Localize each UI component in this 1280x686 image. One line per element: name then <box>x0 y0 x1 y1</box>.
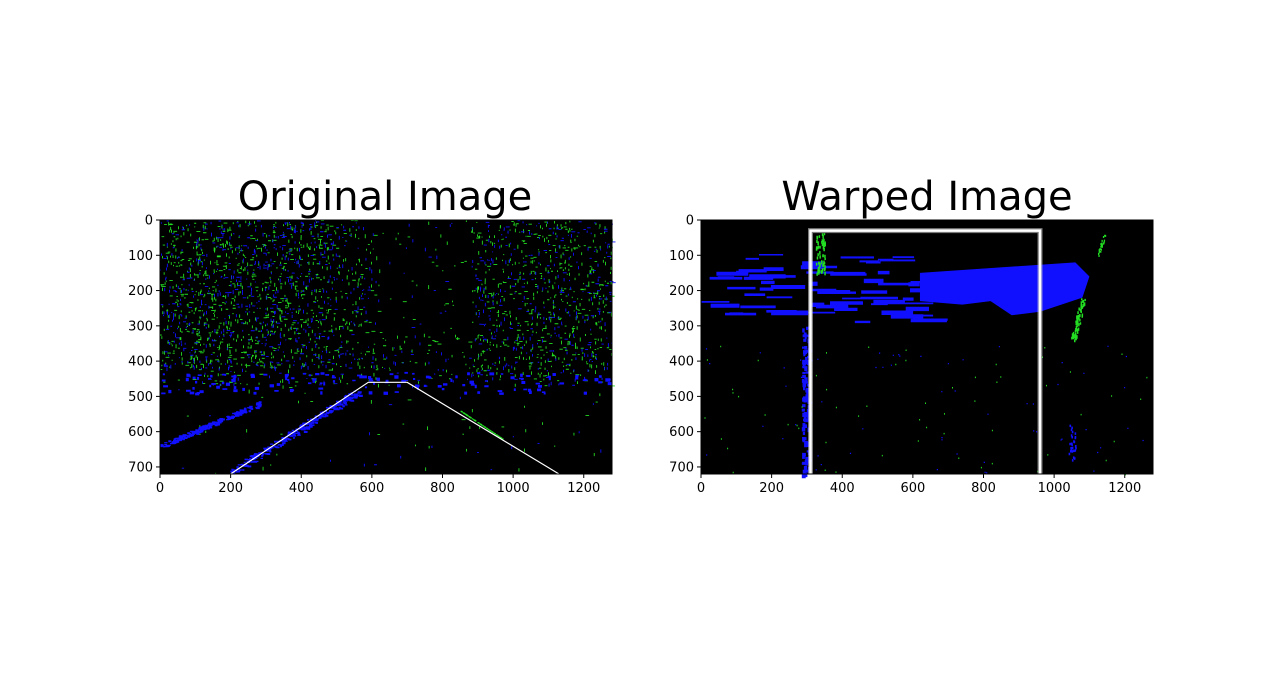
axes-frame <box>159 219 613 475</box>
x-tick-label: 800 <box>971 481 996 496</box>
x-tick-label: 1200 <box>567 481 600 496</box>
x-tick-label: 1000 <box>1038 481 1071 496</box>
y-tick-label: 300 <box>669 319 694 334</box>
panel-warped: Warped Image 0 200 400 600 800 1000 1200 0 100 2… <box>669 174 1154 496</box>
y-tick-label: 700 <box>669 460 694 475</box>
image-background <box>160 220 612 474</box>
panel-original: Original Image 0 200 400 600 800 1000 1200 0 10… <box>128 174 616 496</box>
y-tick-label: 600 <box>128 425 153 440</box>
y-tick-label: 200 <box>669 284 694 299</box>
y-axis-original: 0 100 200 300 400 500 600 700 <box>128 214 160 475</box>
x-tick-label: 200 <box>218 481 243 496</box>
warped-image-plot <box>701 219 1153 479</box>
warped-blue-region <box>919 262 1090 316</box>
x-tick-label: 0 <box>156 481 164 496</box>
y-tick-label: 200 <box>128 284 153 299</box>
x-tick-label: 400 <box>830 481 855 496</box>
roi-outline <box>809 229 1042 474</box>
y-tick-label: 100 <box>669 249 694 264</box>
y-tick-label: 0 <box>686 214 694 229</box>
y-tick-label: 500 <box>669 390 694 405</box>
image-background <box>701 220 1153 474</box>
axes-frame <box>700 219 1154 475</box>
panel-title-original: Original Image <box>238 174 533 220</box>
y-tick-label: 500 <box>128 390 153 405</box>
y-tick-label: 300 <box>128 319 153 334</box>
x-tick-label: 600 <box>900 481 925 496</box>
x-tick-label: 800 <box>430 481 455 496</box>
y-tick-label: 700 <box>128 460 153 475</box>
y-tick-label: 0 <box>145 214 153 229</box>
y-axis-warped: 0 100 200 300 400 500 600 700 <box>669 214 701 475</box>
y-tick-label: 600 <box>669 425 694 440</box>
roi-outline <box>230 381 560 475</box>
x-axis-original: 0 200 400 600 800 1000 1200 <box>156 474 600 496</box>
edge-pixels-green <box>160 220 615 475</box>
y-tick-label: 100 <box>128 249 153 264</box>
x-tick-label: 1000 <box>497 481 530 496</box>
x-tick-label: 0 <box>697 481 705 496</box>
y-tick-label: 400 <box>128 355 153 370</box>
y-tick-label: 400 <box>669 355 694 370</box>
x-tick-label: 1200 <box>1108 481 1141 496</box>
original-image-plot <box>160 220 616 475</box>
x-tick-label: 600 <box>359 481 384 496</box>
x-tick-label: 200 <box>759 481 784 496</box>
x-axis-warped: 0 200 400 600 800 1000 1200 <box>697 474 1141 496</box>
panel-title-warped: Warped Image <box>781 174 1072 220</box>
x-tick-label: 400 <box>289 481 314 496</box>
